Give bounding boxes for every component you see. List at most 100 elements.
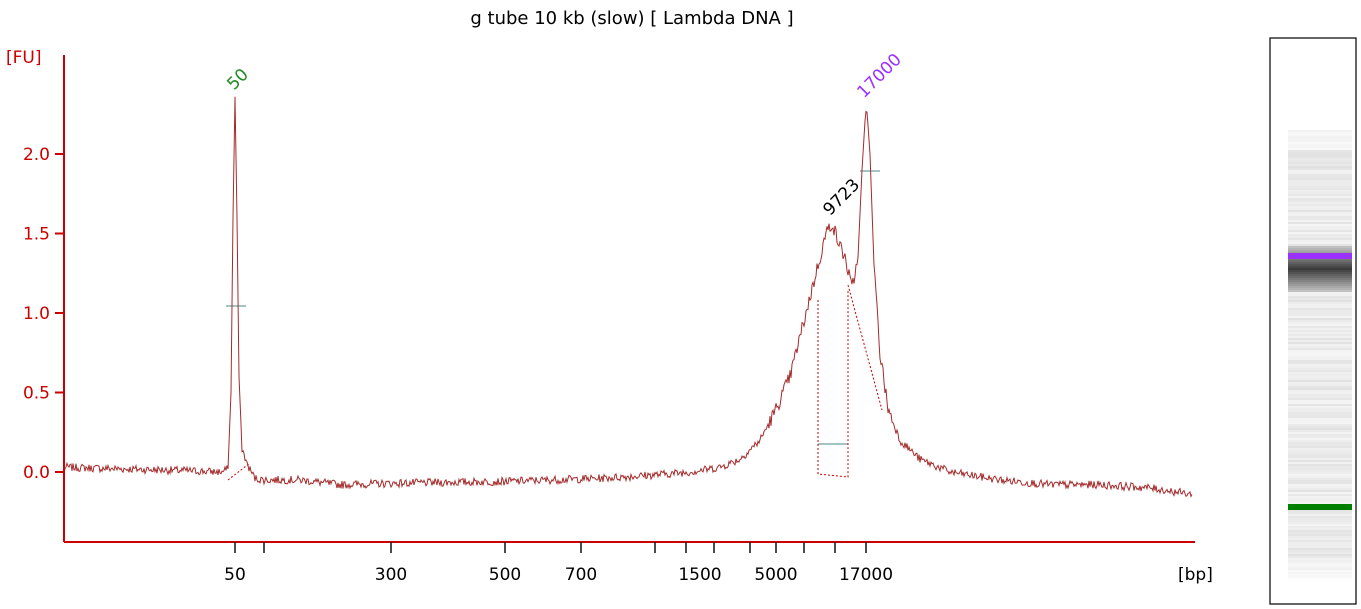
gel-band-row <box>1288 484 1352 486</box>
gel-band-row <box>1288 298 1352 300</box>
gel-band-row <box>1288 288 1352 290</box>
gel-band-row <box>1288 444 1352 446</box>
gel-lower-marker-band <box>1288 504 1352 510</box>
baseline-dashed-upper <box>847 284 883 411</box>
gel-band-row <box>1288 150 1352 152</box>
peak-label: 9723 <box>819 175 864 220</box>
x-tick-label: 5000 <box>754 565 797 585</box>
gel-band-row <box>1288 154 1352 156</box>
gel-band-row <box>1288 246 1352 248</box>
gel-band-row <box>1288 440 1352 442</box>
gel-band-row <box>1288 528 1352 530</box>
gel-band-row <box>1288 130 1352 132</box>
gel-band-row <box>1288 390 1352 392</box>
gel-band-row <box>1288 490 1352 492</box>
gel-band-row <box>1288 292 1352 294</box>
gel-band-row <box>1288 464 1352 466</box>
gel-band-row <box>1288 264 1352 266</box>
gel-band-row <box>1288 540 1352 542</box>
gel-band-row <box>1288 330 1352 332</box>
gel-band-row <box>1288 454 1352 456</box>
gel-band-row <box>1288 558 1352 560</box>
gel-band-row <box>1288 502 1352 504</box>
gel-band-row <box>1288 498 1352 500</box>
gel-band-row <box>1288 216 1352 218</box>
gel-band-row <box>1288 486 1352 488</box>
gel-band-row <box>1288 410 1352 412</box>
gel-upper-marker-band <box>1288 253 1352 259</box>
gel-band-row <box>1288 576 1352 578</box>
gel-band-row <box>1288 220 1352 222</box>
gel-band-row <box>1288 326 1352 328</box>
gel-band-row <box>1288 296 1352 298</box>
gel-band-row <box>1288 426 1352 428</box>
gel-band-row <box>1288 400 1352 402</box>
gel-band-row <box>1288 302 1352 304</box>
y-tick-label: 2.0 <box>23 145 50 165</box>
gel-band-row <box>1288 570 1352 572</box>
x-tick-label: 700 <box>565 565 597 585</box>
y-tick-label: 0.5 <box>23 384 50 404</box>
gel-band-row <box>1288 332 1352 334</box>
gel-band-row <box>1288 458 1352 460</box>
gel-band-row <box>1288 274 1352 276</box>
gel-band-row <box>1288 242 1352 244</box>
gel-band-row <box>1288 172 1352 174</box>
gel-band-row <box>1288 328 1352 330</box>
gel-band-row <box>1288 466 1352 468</box>
gel-band-row <box>1288 290 1352 292</box>
gel-band-row <box>1288 492 1352 494</box>
gel-band-row <box>1288 180 1352 182</box>
gel-band-row <box>1288 398 1352 400</box>
gel-band-row <box>1288 188 1352 190</box>
gel-band-row <box>1288 386 1352 388</box>
gel-band-row <box>1288 556 1352 558</box>
gel-band-row <box>1288 156 1352 158</box>
gel-band-row <box>1288 194 1352 196</box>
gel-band-row <box>1288 380 1352 382</box>
gel-band-row <box>1288 436 1352 438</box>
gel-band-row <box>1288 170 1352 172</box>
gel-band-row <box>1288 282 1352 284</box>
gel-band-row <box>1288 174 1352 176</box>
chart-title: g tube 10 kb (slow) [ Lambda DNA ] <box>470 8 793 29</box>
gel-band-row <box>1288 340 1352 342</box>
gel-band-row <box>1288 214 1352 216</box>
gel-band-row <box>1288 542 1352 544</box>
gel-band-row <box>1288 560 1352 562</box>
gel-band-row <box>1288 284 1352 286</box>
gel-band-row <box>1288 134 1352 136</box>
peak-label: 50 <box>223 65 252 94</box>
gel-band-row <box>1288 534 1352 536</box>
gel-band-row <box>1288 344 1352 346</box>
gel-band-row <box>1288 388 1352 390</box>
gel-band-row <box>1288 468 1352 470</box>
gel-band-row <box>1288 472 1352 474</box>
x-tick-label: 300 <box>375 565 407 585</box>
gel-band-row <box>1288 338 1352 340</box>
gel-band-row <box>1288 166 1352 168</box>
gel-band-row <box>1288 270 1352 272</box>
gel-band-row <box>1288 306 1352 308</box>
peak-labels: 50 9723 17000 <box>223 50 905 220</box>
gel-band-row <box>1288 240 1352 242</box>
gel-band-row <box>1288 392 1352 394</box>
gel-band-row <box>1288 304 1352 306</box>
gel-band-row <box>1288 456 1352 458</box>
gel-band-row <box>1288 182 1352 184</box>
signal-trace <box>63 96 1193 498</box>
x-ticks: 50 300 500 700 1500 5000 17000 <box>224 542 893 585</box>
gel-band-row <box>1288 494 1352 496</box>
gel-band-row <box>1288 536 1352 538</box>
gel-band-row <box>1288 276 1352 278</box>
gel-band-row <box>1288 546 1352 548</box>
gel-band-row <box>1288 518 1352 520</box>
gel-band-row <box>1288 412 1352 414</box>
gel-band-row <box>1288 460 1352 462</box>
gel-band-row <box>1288 226 1352 228</box>
gel-band-row <box>1288 516 1352 518</box>
gel-band-row <box>1288 482 1352 484</box>
gel-band-row <box>1288 568 1352 570</box>
gel-band-row <box>1288 138 1352 140</box>
gel-band-row <box>1288 310 1352 312</box>
